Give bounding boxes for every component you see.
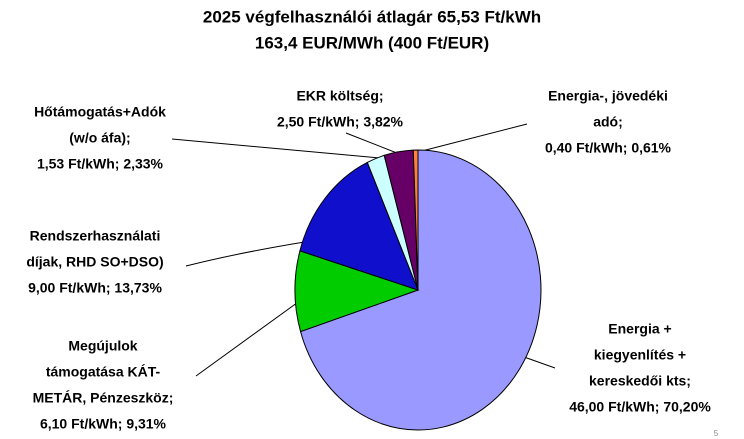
- value-label: 9,00 Ft/kWh; 13,73%: [28, 280, 162, 296]
- slice-label: Energia +: [608, 321, 671, 337]
- page-number: 5: [714, 429, 719, 438]
- leader-line: [417, 123, 528, 153]
- value-label: 46,00 Ft/kWh; 70,20%: [569, 399, 711, 415]
- slice-label: METÁR, Pénzeszköz;: [33, 390, 174, 406]
- chart-subtitle: 163,4 EUR/MWh (400 Ft/EUR): [255, 33, 489, 52]
- slice-label: Rendszerhasználati: [30, 228, 161, 244]
- value-label: 1,53 Ft/kWh; 2,33%: [37, 156, 164, 172]
- pie-slice: [412, 149, 419, 291]
- slice-label: (w/o áfa);: [69, 130, 130, 146]
- value-label: 2,50 Ft/kWh; 3,82%: [277, 114, 404, 130]
- leader-line: [345, 132, 403, 156]
- value-label: 6,10 Ft/kWh; 9,31%: [40, 416, 167, 432]
- slice-label: támogatása KÁT-: [46, 364, 161, 380]
- slice-label: kiegyenlítés +: [594, 347, 686, 363]
- pie-slice: [294, 250, 420, 333]
- slice-label: EKR költség;: [296, 88, 383, 104]
- slice-label: kereskedői kts;: [589, 373, 691, 389]
- pie-slice: [299, 149, 542, 431]
- value-label: 0,40 Ft/kWh; 0,61%: [545, 140, 672, 156]
- slice-label: adó;: [593, 114, 623, 130]
- chart-title: 2025 végfelhasználói átlagár 65,53 Ft/kW…: [203, 7, 541, 26]
- slice-label: Hőtámogatás+Adók: [34, 104, 166, 120]
- slice-label: Energia-, jövedéki: [548, 88, 668, 104]
- slice-label: díjak, RHD SO+DSO): [26, 254, 163, 270]
- leader-line: [195, 291, 313, 377]
- leader-line: [171, 138, 381, 159]
- pie-slice: [299, 161, 419, 291]
- slice-label: Megújulok: [68, 338, 137, 354]
